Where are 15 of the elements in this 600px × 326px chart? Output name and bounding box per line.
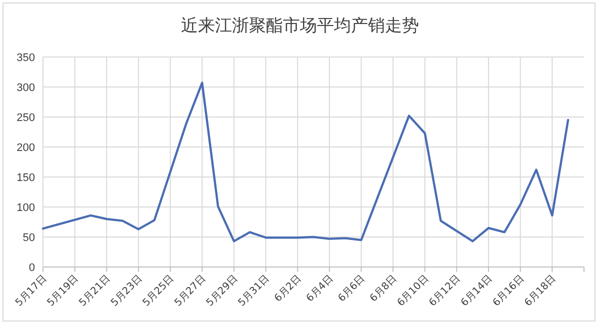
chart-title: 近来江浙聚酯市场平均产销走势	[181, 16, 419, 36]
y-tick-label: 350	[16, 52, 35, 64]
y-tick-label: 300	[16, 82, 35, 94]
y-tick-label: 50	[22, 232, 35, 244]
y-tick-label: 0	[28, 262, 35, 274]
x-tick-label: 6月6日	[336, 273, 368, 304]
y-tick-label: 200	[16, 142, 35, 154]
x-tick-label: 6月12日	[427, 273, 463, 309]
x-tick-label: 6月4日	[304, 273, 336, 304]
x-tick-label: 6月2日	[272, 273, 304, 304]
x-tick-label: 5月31日	[236, 273, 272, 309]
y-tick-label: 150	[16, 172, 35, 184]
y-tick-label: 250	[16, 112, 35, 124]
line-series	[42, 82, 570, 242]
y-tick-label: 100	[16, 202, 35, 214]
